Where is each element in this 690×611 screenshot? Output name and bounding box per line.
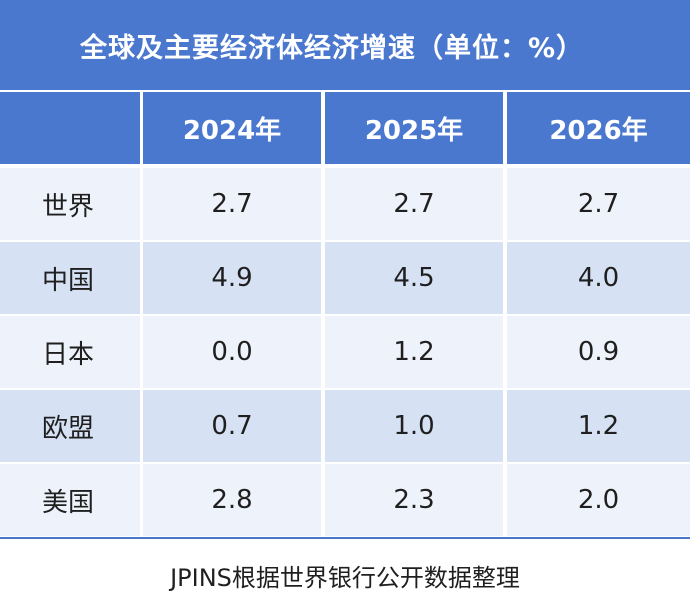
table-row: 中国 4.9 4.5 4.0 — [0, 242, 690, 316]
table-cell: 0.7 — [143, 390, 321, 462]
header-year-2026: 2026年 — [507, 92, 690, 164]
table-row: 日本 0.0 1.2 0.9 — [0, 316, 690, 390]
header-year-2025: 2025年 — [325, 92, 503, 164]
table-row: 欧盟 0.7 1.0 1.2 — [0, 390, 690, 464]
row-label: 欧盟 — [0, 390, 140, 462]
table-cell: 4.5 — [325, 242, 503, 314]
table-cell: 1.2 — [325, 316, 503, 388]
table-cell: 1.2 — [507, 390, 690, 462]
source-note: JPINS根据世界银行公开数据整理 — [0, 537, 690, 611]
table-title: 全球及主要经济体经济增速（单位：%） — [0, 0, 690, 90]
table-cell: 2.7 — [325, 168, 503, 240]
table-cell: 2.7 — [507, 168, 690, 240]
table-cell: 0.9 — [507, 316, 690, 388]
table-cell: 1.0 — [325, 390, 503, 462]
table-row: 美国 2.8 2.3 2.0 — [0, 464, 690, 538]
table-cell: 2.0 — [507, 464, 690, 536]
header-row: 2024年 2025年 2026年 — [0, 92, 690, 166]
table-cell: 2.7 — [143, 168, 321, 240]
table-cell: 2.3 — [325, 464, 503, 536]
row-label: 日本 — [0, 316, 140, 388]
header-year-2024: 2024年 — [143, 92, 321, 164]
table-cell: 0.0 — [143, 316, 321, 388]
row-label: 世界 — [0, 168, 140, 240]
row-label: 中国 — [0, 242, 140, 314]
table-row: 世界 2.7 2.7 2.7 — [0, 168, 690, 242]
table-cell: 4.0 — [507, 242, 690, 314]
table-cell: 2.8 — [143, 464, 321, 536]
table-cell: 4.9 — [143, 242, 321, 314]
header-corner — [0, 92, 140, 164]
row-label: 美国 — [0, 464, 140, 536]
